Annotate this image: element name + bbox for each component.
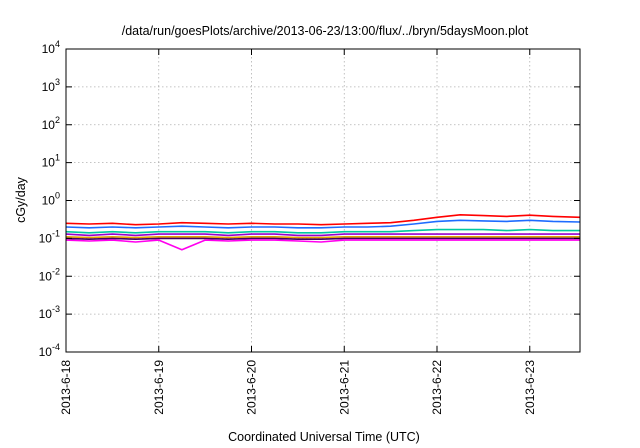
series-line-5 xyxy=(65,236,580,239)
series-line-3 xyxy=(65,228,580,234)
y-tick-label: 10-2 xyxy=(39,266,60,283)
series-line-4 xyxy=(65,233,580,237)
y-tick-label: 10-3 xyxy=(39,304,60,321)
axis-ticks xyxy=(65,48,580,353)
x-tick-label: 2013-6-21 xyxy=(337,360,351,415)
y-axis-label: cGy/day xyxy=(14,176,28,223)
x-axis-label: Coordinated Universal Time (UTC) xyxy=(228,430,420,444)
grid xyxy=(65,49,580,352)
series-line-7 xyxy=(65,239,580,251)
y-tick-label: 10-1 xyxy=(39,228,60,245)
y-tick-label: 102 xyxy=(42,115,60,132)
y-tick-label: 100 xyxy=(42,191,60,208)
x-tick-label: 2013-6-19 xyxy=(152,360,166,415)
y-tick-labels: 10-4 10-3 10-2 10-1 100 101 102 103 104 xyxy=(39,39,60,359)
x-tick-label: 2013-6-18 xyxy=(59,360,73,415)
y-tick-label: 104 xyxy=(42,39,60,56)
y-tick-label: 103 xyxy=(42,77,60,94)
x-tick-label: 2013-6-20 xyxy=(245,360,259,415)
y-tick-label: 101 xyxy=(42,153,60,170)
x-tick-labels: 2013-6-18 2013-6-19 2013-6-20 2013-6-21 2013… xyxy=(59,360,537,415)
y-tick-label: 10-4 xyxy=(39,342,60,359)
series-line-2 xyxy=(65,219,581,229)
series-lines xyxy=(65,214,581,251)
series-line-1 xyxy=(65,214,581,226)
series-line-6 xyxy=(65,237,580,240)
x-tick-label: 2013-6-22 xyxy=(430,360,444,415)
chart-title: /data/run/goesPlots/archive/2013-06-23/1… xyxy=(122,24,529,38)
x-tick-label: 2013-6-23 xyxy=(523,360,537,415)
